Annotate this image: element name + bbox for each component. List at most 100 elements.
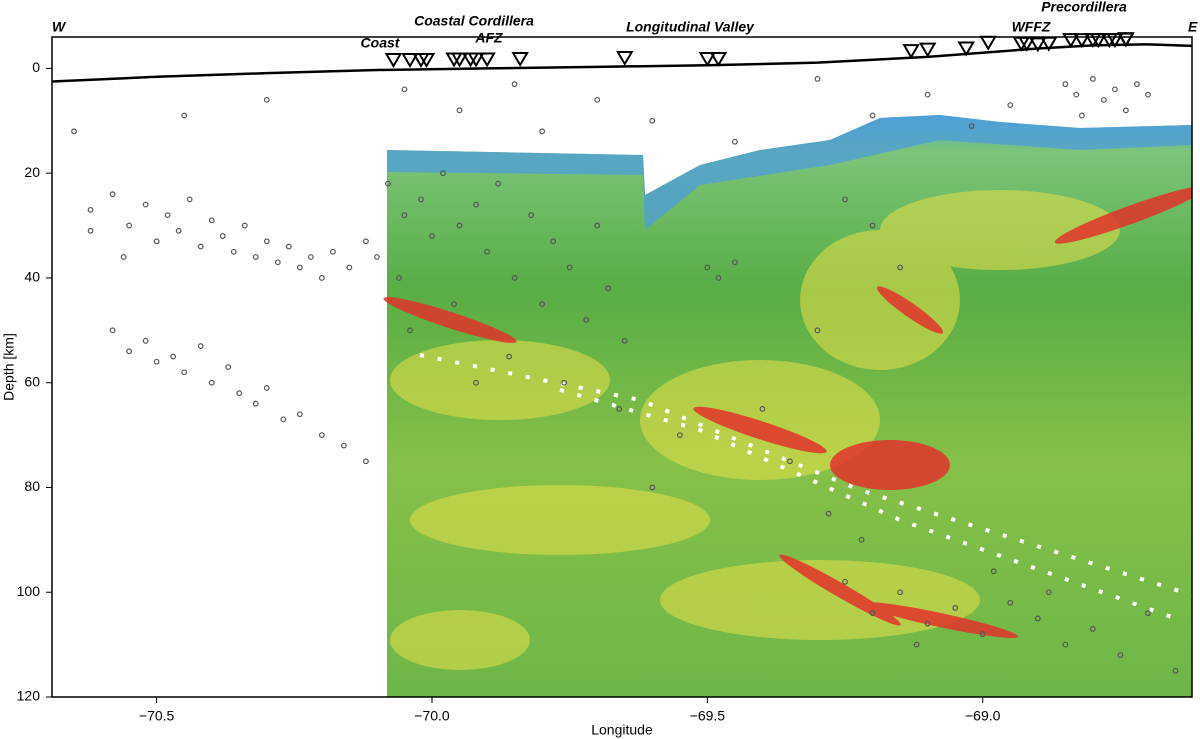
earthquake	[401, 86, 408, 93]
earthquake	[1062, 81, 1069, 88]
earthquake	[869, 610, 876, 617]
earthquake	[296, 411, 303, 418]
earthquake	[197, 343, 204, 349]
earthquake	[109, 191, 116, 198]
earthquake	[528, 212, 535, 218]
earthquake	[296, 264, 303, 271]
earthquake	[153, 238, 160, 245]
earthquake	[869, 112, 876, 119]
earthquake	[363, 238, 369, 245]
y-tick-label: 20	[24, 164, 40, 180]
earthquake	[924, 91, 931, 98]
earthquake	[329, 248, 336, 255]
station	[616, 50, 634, 66]
earthquake	[451, 301, 457, 308]
earthquake	[511, 81, 518, 88]
earthquake	[1073, 91, 1080, 98]
earthquake	[252, 254, 259, 260]
earthquake	[120, 254, 127, 260]
earthquake	[186, 196, 193, 203]
earthquake	[87, 206, 94, 213]
earthquake	[280, 416, 287, 423]
earthquake	[897, 589, 904, 596]
seismicity	[71, 76, 1179, 674]
earthquake	[1111, 86, 1118, 93]
earthquake	[649, 484, 656, 491]
y-tick-label: 120	[17, 688, 41, 704]
earthquake	[340, 442, 347, 449]
earthquake	[401, 212, 408, 218]
station	[698, 52, 717, 67]
earthquake	[550, 238, 557, 245]
earthquake	[495, 180, 501, 187]
earthquake	[440, 170, 446, 177]
earthquake	[583, 316, 590, 323]
annotation: Coastal Cordillera	[414, 13, 534, 29]
earthquake	[385, 180, 391, 187]
earthquake	[126, 348, 133, 355]
y-tick-label: 40	[24, 269, 40, 285]
earthquake	[307, 254, 314, 260]
earthquake	[318, 275, 325, 281]
earthquake	[924, 620, 931, 627]
station	[1029, 37, 1047, 53]
earthquake	[897, 264, 904, 271]
x-tick-label: −69.0	[965, 708, 1001, 724]
station	[401, 53, 419, 69]
earthquake	[241, 222, 248, 229]
earthquake	[181, 369, 188, 376]
earthquake	[230, 248, 237, 255]
earthquake	[511, 275, 518, 281]
earthquake	[1034, 615, 1041, 622]
earthquake	[731, 138, 738, 145]
earthquake	[153, 358, 160, 365]
station	[384, 53, 403, 69]
station	[511, 52, 529, 67]
earthquake	[1089, 626, 1096, 632]
annotation: AFZ	[474, 30, 503, 46]
station	[957, 41, 975, 57]
earthquake	[484, 248, 490, 255]
earthquake	[263, 385, 270, 391]
earthquake	[274, 259, 281, 266]
earthquake	[814, 76, 821, 82]
earthquake	[506, 353, 513, 360]
station	[1117, 32, 1135, 48]
earthquake	[814, 327, 821, 334]
earthquake	[263, 238, 270, 245]
earthquake	[142, 337, 149, 344]
earthquake	[990, 568, 997, 575]
earthquake	[676, 432, 683, 438]
earthquake	[1172, 667, 1179, 674]
station	[918, 42, 937, 58]
annotation: WFFZ	[1012, 19, 1051, 35]
earthquake	[285, 243, 292, 250]
earthquake	[181, 112, 188, 119]
earthquake	[1123, 107, 1129, 114]
earthquake	[715, 275, 722, 281]
earthquake	[858, 536, 865, 543]
earthquake	[704, 264, 711, 271]
earthquake	[842, 196, 848, 203]
earthquake	[170, 353, 177, 360]
earthquake	[318, 432, 325, 438]
earthquake	[869, 222, 876, 229]
x-axis-label: Longitude	[591, 722, 653, 738]
earthquake	[456, 222, 463, 229]
earthquake	[913, 641, 920, 648]
earthquake	[952, 605, 959, 611]
earthquake	[71, 128, 77, 135]
earthquake	[1062, 641, 1069, 648]
earthquake	[473, 201, 479, 208]
earthquake	[374, 254, 380, 260]
earthquake	[561, 379, 568, 386]
station	[1062, 33, 1080, 49]
earthquake	[126, 222, 133, 229]
earthquake	[759, 406, 766, 412]
annotation: E	[1188, 19, 1198, 35]
earthquake	[407, 327, 413, 334]
earthquake	[621, 337, 628, 344]
earthquake	[208, 217, 215, 224]
y-tick-label: 0	[32, 59, 40, 75]
